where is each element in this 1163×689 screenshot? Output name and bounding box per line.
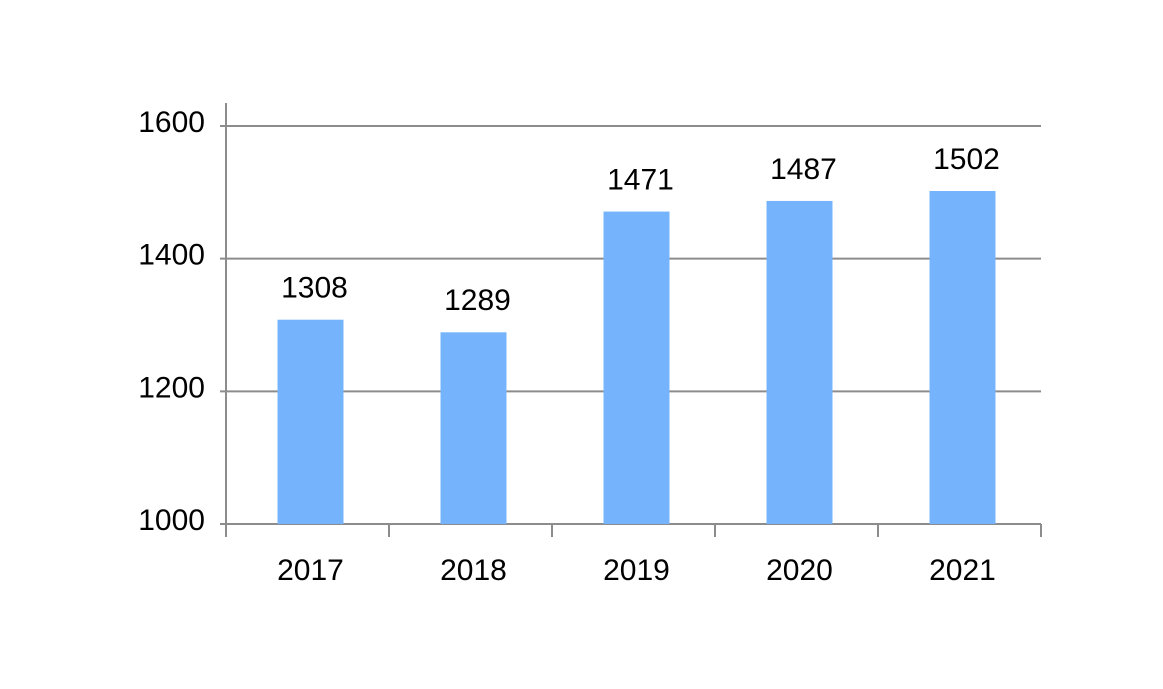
y-tick-label: 1600: [138, 106, 205, 139]
data-label: 1308: [281, 272, 348, 305]
bar: [929, 191, 996, 525]
x-tick-label: 2019: [603, 554, 670, 587]
x-tick-label: 2018: [440, 554, 507, 587]
x-tick-label: 2021: [929, 554, 996, 587]
y-tick-label: 1000: [138, 504, 205, 537]
y-tick-label: 1200: [138, 371, 205, 404]
y-tick-label: 1400: [138, 239, 205, 272]
x-tick-label: 2020: [766, 554, 833, 587]
bar: [766, 200, 833, 524]
x-tick-label: 2017: [277, 554, 344, 587]
bar: [603, 211, 670, 524]
bar: [440, 332, 507, 524]
data-label: 1502: [933, 143, 1000, 176]
data-label: 1487: [770, 153, 837, 186]
data-label: 1471: [607, 163, 674, 196]
bar: [277, 319, 344, 524]
data-label: 1289: [444, 284, 511, 317]
